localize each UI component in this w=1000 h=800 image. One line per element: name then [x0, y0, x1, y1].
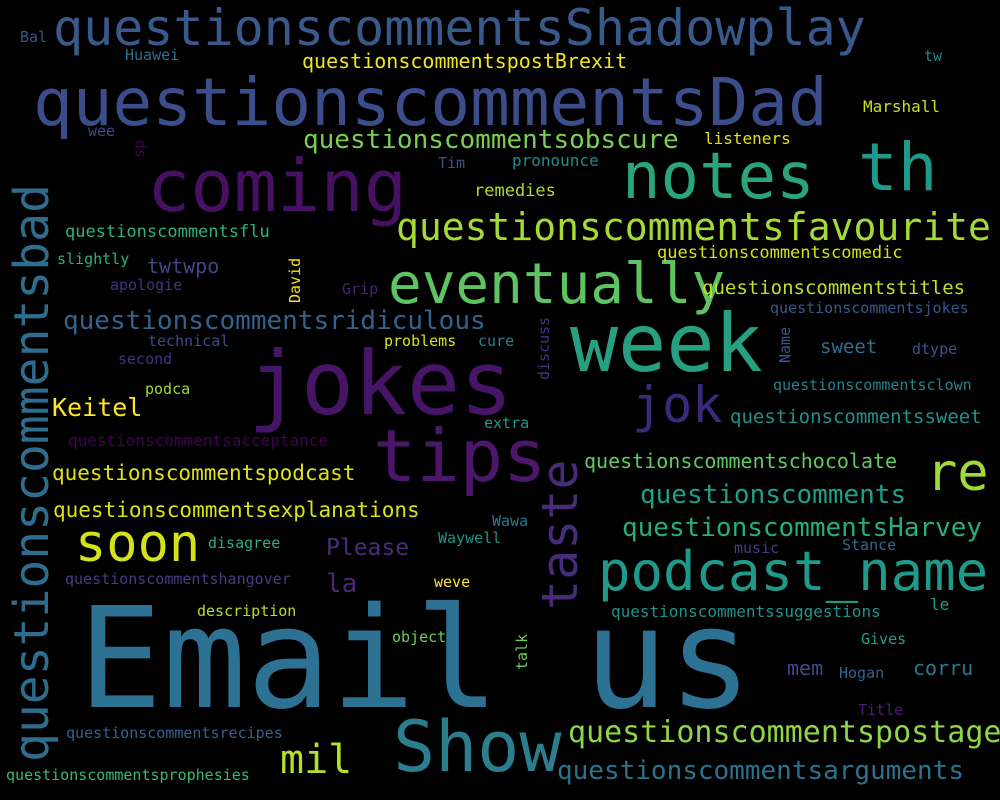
word-discuss: discuss — [535, 316, 553, 380]
word-jokes: jokes — [248, 332, 513, 435]
word-re: re — [926, 443, 989, 503]
word-hogan: Hogan — [839, 664, 885, 682]
word-questionscommentsobscure: questionscommentsobscure — [303, 125, 679, 155]
word-weve: weve — [434, 573, 471, 591]
word-extra: extra — [484, 414, 530, 432]
word-second: second — [118, 350, 173, 368]
word-questionscommentspostbrexit: questionscommentspostBrexit — [302, 49, 628, 73]
word-questionscomments: questionscomments — [640, 480, 907, 510]
word-object: object — [392, 628, 447, 646]
word-questionscommentsclown: questionscommentsclown — [773, 376, 972, 394]
word-jok: jok — [632, 376, 723, 434]
word-tw: tw — [924, 47, 943, 65]
word-sweet: sweet — [820, 336, 878, 358]
word-questionscommentssweet: questionscommentssweet — [730, 406, 982, 428]
word-questionscommentsprophesies: questionscommentsprophesies — [6, 766, 250, 784]
word-coming: coming — [147, 144, 408, 228]
word-gives: Gives — [861, 630, 907, 648]
word-week: week — [570, 297, 763, 390]
word-mil: mil — [280, 737, 353, 783]
word-grip: Grip — [342, 280, 379, 298]
word-disagree: disagree — [208, 534, 281, 552]
word-questionscommentsridiculous: questionscommentsridiculous — [63, 306, 486, 336]
word-questionscommentsflu: questionscommentsflu — [65, 222, 270, 242]
word-questionscommentsfavourite: questionscommentsfavourite — [396, 205, 991, 249]
word-podcast-name: podcast_name — [598, 540, 989, 603]
word-le: le — [930, 595, 950, 614]
word-problems: problems — [384, 332, 457, 350]
word-questionscommentspodcast: questionscommentspodcast — [52, 461, 356, 485]
word-questionscommentsbad: questionscommentsbad — [4, 184, 60, 762]
word-sp: sp — [130, 139, 148, 158]
word-talk: talk — [513, 633, 531, 670]
word-questionscommentsrecipes: questionscommentsrecipes — [66, 724, 283, 742]
word-questionscommentsdad: questionscommentsDad — [33, 64, 828, 141]
word-email-us: Email us — [78, 578, 753, 741]
word-please: Please — [326, 535, 410, 561]
word-pronounce: pronounce — [512, 151, 599, 170]
word-apologie: apologie — [110, 276, 183, 294]
word-slightly: slightly — [57, 250, 130, 268]
word-stance: Stance — [842, 536, 897, 554]
word-technical: technical — [148, 332, 230, 350]
word-twtwpo: twtwpo — [147, 254, 220, 278]
word-tips: tips — [373, 414, 547, 498]
word-questionscommentsharvey: questionscommentsHarvey — [622, 513, 983, 543]
word-david: David — [286, 257, 304, 303]
word-listeners: listeners — [704, 129, 791, 148]
word-bal: Bal — [20, 28, 48, 46]
word-questionscommentssuggestions: questionscommentssuggestions — [611, 602, 881, 621]
word-remedies: remedies — [474, 181, 556, 201]
word-notes: notes — [622, 140, 815, 214]
word-questionscommentsshadowplay: questionscommentsShadowplay — [53, 0, 866, 57]
word-huawei: Huawei — [125, 46, 180, 64]
word-questionscommentsacceptance: questionscommentsacceptance — [68, 431, 329, 450]
word-wee: wee — [88, 122, 116, 140]
word-description: description — [197, 602, 297, 620]
word-la: la — [326, 569, 358, 599]
word-questionscommentscomedic: questionscommentscomedic — [657, 243, 903, 263]
word-soon: soon — [75, 514, 201, 574]
word-questionscommentsjokes: questionscommentsjokes — [770, 299, 969, 317]
word-questionscommentspostage: questionscommentspostage — [568, 715, 1000, 750]
word-questionscommentsexplanations: questionscommentsexplanations — [53, 498, 420, 522]
word-mem: mem — [787, 656, 824, 680]
word-th: th — [858, 129, 938, 206]
word-title: Title — [858, 701, 904, 719]
word-cure: cure — [478, 332, 515, 350]
word-corru: corru — [913, 656, 974, 680]
word-taste: taste — [531, 459, 589, 610]
word-music: music — [734, 539, 780, 557]
word-questionscommentstitles: questionscommentstitles — [702, 277, 966, 299]
word-marshall: Marshall — [863, 97, 941, 116]
word-questionscommentsarguments: questionscommentsarguments — [557, 756, 964, 786]
word-dtype: dtype — [912, 340, 958, 358]
word-waywell: Waywell — [438, 529, 502, 547]
word-keitel: Keitel — [52, 393, 143, 422]
word-wawa: Wawa — [492, 512, 529, 530]
word-podca: podca — [145, 380, 191, 398]
word-questionscommentschocolate: questionscommentschocolate — [584, 449, 898, 473]
word-eventually: eventually — [388, 252, 726, 317]
word-questionscommentshangover: questionscommentshangover — [65, 570, 291, 588]
word-name: Name — [776, 326, 794, 363]
word-tim: Tim — [438, 154, 466, 172]
word-show: Show — [393, 706, 562, 788]
